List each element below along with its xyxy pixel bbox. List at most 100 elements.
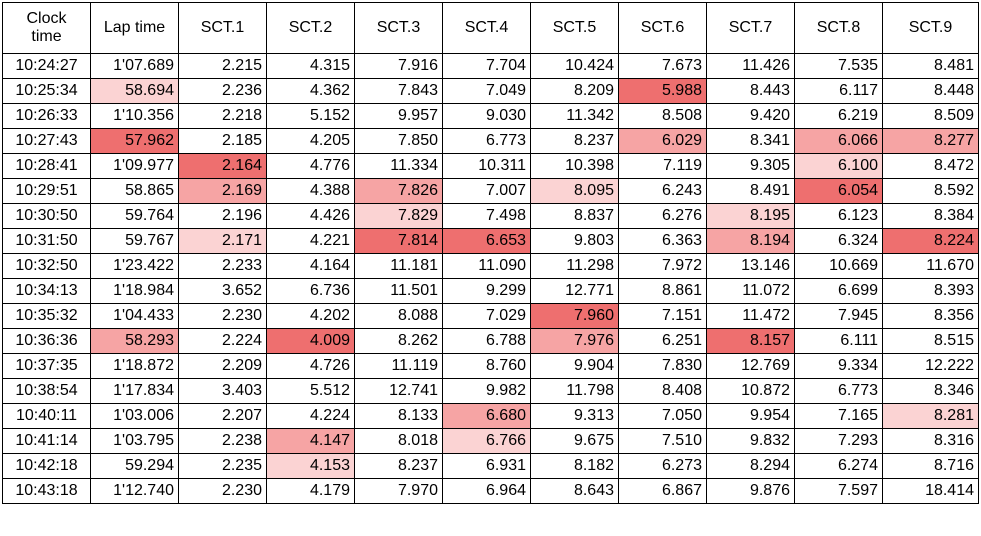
cell-sct-7: 9.305: [706, 153, 795, 179]
cell-sct-9: 8.472: [882, 153, 979, 179]
cell-sct-8: 6.324: [794, 228, 883, 254]
cell-sct-3: 12.741: [354, 378, 443, 404]
cell-sct-5: 8.182: [530, 453, 619, 479]
cell-sct-1: 2.236: [178, 78, 267, 104]
cell-sct-3: 11.334: [354, 153, 443, 179]
cell-sct-1: 2.164: [178, 153, 267, 179]
lap-times-table: Clock time Lap time SCT.1 SCT.2 SCT.3 SC…: [2, 2, 979, 504]
cell-sct-9: 8.277: [882, 128, 979, 154]
cell-sct-9: 11.670: [882, 253, 979, 279]
cell-sct-2: 5.512: [266, 378, 355, 404]
cell-sct-9: 8.481: [882, 53, 979, 79]
cell-sct-5: 12.771: [530, 278, 619, 304]
cell-sct-6: 7.119: [618, 153, 707, 179]
cell-sct-7: 9.876: [706, 478, 795, 504]
cell-sct-5: 9.675: [530, 428, 619, 454]
cell-clock-time: 10:42:18: [2, 453, 91, 479]
cell-sct-6: 8.861: [618, 278, 707, 304]
cell-lap-time: 58.865: [90, 178, 179, 204]
cell-lap-time: 1'03.795: [90, 428, 179, 454]
cell-sct-6: 7.972: [618, 253, 707, 279]
cell-sct-5: 8.237: [530, 128, 619, 154]
cell-sct-5: 8.209: [530, 78, 619, 104]
cell-sct-2: 4.179: [266, 478, 355, 504]
cell-sct-6: 5.988: [618, 78, 707, 104]
header-sct-1: SCT.1: [178, 2, 267, 54]
cell-sct-9: 8.448: [882, 78, 979, 104]
cell-sct-1: 2.224: [178, 328, 267, 354]
cell-sct-8: 7.597: [794, 478, 883, 504]
cell-sct-5: 7.976: [530, 328, 619, 354]
cell-sct-9: 8.393: [882, 278, 979, 304]
table-row: 10:34:13 1'18.984 3.652 6.736 11.501 9.299 12.…: [2, 278, 979, 304]
cell-clock-time: 10:32:50: [2, 253, 91, 279]
table-row: 10:37:35 1'18.872 2.209 4.726 11.119 8.760 9.9…: [2, 353, 979, 379]
cell-sct-8: 7.293: [794, 428, 883, 454]
table-row: 10:32:50 1'23.422 2.233 4.164 11.181 11.090 11…: [2, 253, 979, 279]
table-row: 10:29:51 58.865 2.169 4.388 7.826 7.007 8.095 6…: [2, 178, 979, 204]
table-row: 10:43:18 1'12.740 2.230 4.179 7.970 6.964 8.64…: [2, 478, 979, 504]
cell-sct-5: 8.643: [530, 478, 619, 504]
cell-lap-time: 1'04.433: [90, 303, 179, 329]
cell-sct-5: 7.960: [530, 303, 619, 329]
cell-sct-2: 4.202: [266, 303, 355, 329]
cell-sct-3: 11.501: [354, 278, 443, 304]
table-row: 10:27:43 57.962 2.185 4.205 7.850 6.773 8.237 6…: [2, 128, 979, 154]
cell-sct-4: 6.788: [442, 328, 531, 354]
cell-sct-4: 9.982: [442, 378, 531, 404]
cell-sct-5: 8.095: [530, 178, 619, 204]
cell-sct-7: 9.420: [706, 103, 795, 129]
cell-clock-time: 10:34:13: [2, 278, 91, 304]
header-sct-8: SCT.8: [794, 2, 883, 54]
cell-sct-6: 7.151: [618, 303, 707, 329]
cell-sct-5: 11.798: [530, 378, 619, 404]
cell-sct-5: 9.904: [530, 353, 619, 379]
cell-sct-8: 6.066: [794, 128, 883, 154]
cell-sct-2: 4.426: [266, 203, 355, 229]
cell-lap-time: 58.694: [90, 78, 179, 104]
table-row: 10:40:11 1'03.006 2.207 4.224 8.133 6.680 9.31…: [2, 403, 979, 429]
cell-sct-8: 9.334: [794, 353, 883, 379]
table-row: 10:36:36 58.293 2.224 4.009 8.262 6.788 7.976 6…: [2, 328, 979, 354]
cell-sct-8: 6.100: [794, 153, 883, 179]
cell-sct-7: 11.426: [706, 53, 795, 79]
cell-sct-3: 8.018: [354, 428, 443, 454]
cell-sct-1: 3.403: [178, 378, 267, 404]
header-sct-6: SCT.6: [618, 2, 707, 54]
cell-clock-time: 10:26:33: [2, 103, 91, 129]
cell-sct-3: 9.957: [354, 103, 443, 129]
cell-sct-3: 7.814: [354, 228, 443, 254]
cell-sct-5: 10.424: [530, 53, 619, 79]
cell-sct-7: 8.195: [706, 203, 795, 229]
cell-lap-time: 59.294: [90, 453, 179, 479]
cell-sct-1: 2.209: [178, 353, 267, 379]
cell-sct-3: 8.237: [354, 453, 443, 479]
cell-sct-8: 6.773: [794, 378, 883, 404]
cell-sct-4: 7.704: [442, 53, 531, 79]
cell-sct-8: 6.274: [794, 453, 883, 479]
cell-sct-6: 8.408: [618, 378, 707, 404]
cell-sct-7: 11.472: [706, 303, 795, 329]
cell-sct-6: 7.510: [618, 428, 707, 454]
cell-clock-time: 10:29:51: [2, 178, 91, 204]
table-row: 10:25:34 58.694 2.236 4.362 7.843 7.049 8.209 5…: [2, 78, 979, 104]
cell-sct-4: 9.030: [442, 103, 531, 129]
cell-sct-4: 11.090: [442, 253, 531, 279]
cell-sct-4: 6.766: [442, 428, 531, 454]
cell-sct-4: 10.311: [442, 153, 531, 179]
header-row: Clock time Lap time SCT.1 SCT.2 SCT.3 SC…: [2, 2, 979, 54]
cell-clock-time: 10:37:35: [2, 353, 91, 379]
cell-sct-6: 7.050: [618, 403, 707, 429]
cell-lap-time: 59.767: [90, 228, 179, 254]
table-row: 10:30:50 59.764 2.196 4.426 7.829 7.498 8.837 6…: [2, 203, 979, 229]
cell-sct-1: 2.230: [178, 478, 267, 504]
cell-sct-7: 10.872: [706, 378, 795, 404]
cell-clock-time: 10:38:54: [2, 378, 91, 404]
cell-sct-9: 8.346: [882, 378, 979, 404]
cell-sct-4: 6.964: [442, 478, 531, 504]
cell-sct-9: 8.356: [882, 303, 979, 329]
cell-sct-3: 7.826: [354, 178, 443, 204]
cell-sct-1: 2.238: [178, 428, 267, 454]
cell-clock-time: 10:36:36: [2, 328, 91, 354]
cell-sct-9: 8.224: [882, 228, 979, 254]
